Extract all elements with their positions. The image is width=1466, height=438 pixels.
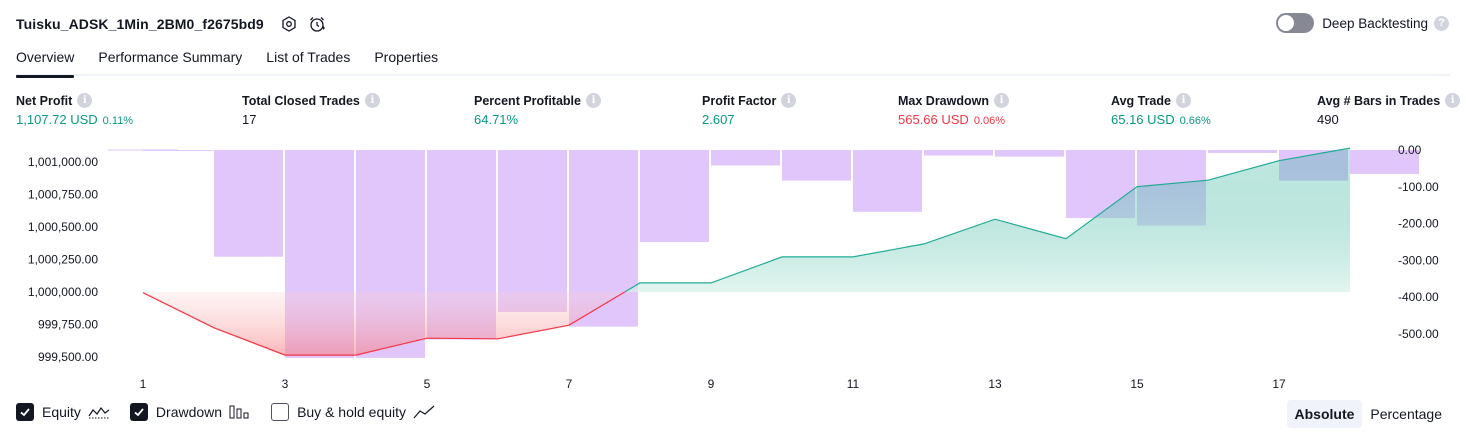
buy-hold-checkbox[interactable] (271, 403, 290, 421)
x-tick-label: 9 (708, 377, 715, 391)
y-left-tick-label: 1,000,250.00 (28, 253, 98, 267)
report-tabs: Overview Performance Summary List of Tra… (16, 44, 1450, 78)
tab-list-of-trades[interactable]: List of Trades (266, 49, 351, 65)
metric-profit-factor: Profit Factor i 2.607 (702, 93, 797, 127)
y-left-tick-label: 999,750.00 (38, 318, 98, 332)
percentage-button[interactable]: Percentage (1370, 406, 1442, 422)
y-right-tick-label: -400.00 (1398, 290, 1439, 304)
legend-drawdown[interactable]: Drawdown (129, 403, 251, 421)
drawdown-bar (1208, 150, 1277, 153)
y-left-tick-label: 1,000,500.00 (28, 220, 98, 234)
y-left-tick-label: 1,000,000.00 (28, 285, 98, 299)
metric-label: Profit Factor (702, 93, 777, 108)
drawdown-bar (498, 150, 567, 312)
value-mode-switch: Absolute Percentage (1286, 400, 1451, 428)
deep-backtesting: Deep Backtesting ? (1276, 13, 1449, 33)
metric-label: Net Profit (16, 93, 73, 108)
equity-line-negative (142, 291, 626, 356)
y-left-tick-label: 1,000,750.00 (28, 188, 98, 202)
deep-backtesting-label: Deep Backtesting (1322, 15, 1428, 31)
metric-net-profit: Net Profit i 1,107.72 USD 0.11% (16, 93, 133, 127)
info-icon[interactable]: i (1175, 93, 1191, 108)
info-icon[interactable]: i (77, 93, 93, 108)
alarm-clock-icon[interactable] (308, 15, 326, 33)
y-left-tick-label: 1,001,000.00 (28, 155, 98, 169)
drawdown-bar (995, 150, 1064, 157)
metric-percent: 0.11% (102, 115, 134, 127)
absolute-button[interactable]: Absolute (1286, 400, 1363, 428)
metric-total-closed-trades: Total Closed Trades i 17 (242, 93, 380, 127)
metric-value: 65.16 USD (1111, 112, 1175, 127)
x-tick-label: 1 (140, 377, 147, 391)
deep-backtesting-toggle[interactable] (1276, 13, 1315, 33)
equity-drawdown-chart: 1,001,000.00 1,000,750.00 1,000,500.00 1,00… (28, 143, 1439, 391)
y-right-tick-label: -300.00 (1398, 253, 1439, 267)
buy-hold-line-icon (413, 405, 435, 419)
chart-legend: Equity Drawdown Buy & hold equity (16, 403, 455, 421)
legend-label: Equity (42, 404, 81, 420)
equity-line-positive (624, 147, 1351, 293)
x-tick-label: 11 (847, 377, 860, 391)
metric-label: Total Closed Trades (242, 93, 360, 108)
x-tick-label: 13 (988, 377, 1002, 391)
y-right-tick-label: -500.00 (1398, 327, 1439, 341)
metric-percent: 0.06% (973, 115, 1006, 127)
metric-value: 2.607 (702, 112, 735, 127)
metric-avg-bars: Avg # Bars in Trades i 490 (1317, 93, 1461, 127)
y-left-tick-label: 999,500.00 (38, 350, 98, 364)
legend-label: Buy & hold equity (297, 404, 407, 420)
equity-negative-area (143, 292, 625, 356)
legend-buy-hold[interactable]: Buy & hold equity (271, 403, 435, 421)
drawdown-bar (1350, 150, 1419, 174)
y-right-tick-label: -200.00 (1398, 217, 1439, 231)
drawdown-bar (640, 150, 709, 242)
metric-max-drawdown: Max Drawdown i 565.66 USD 0.06% (898, 93, 1009, 127)
tab-performance-summary[interactable]: Performance Summary (98, 49, 243, 65)
x-tick-label: 7 (566, 377, 573, 391)
drawdown-bar (853, 150, 922, 212)
metric-value: 17 (242, 112, 257, 127)
strategy-header: Tuisku_ADSK_1Min_2BM0_f2675bd9 (16, 12, 326, 36)
equity-line-icon (88, 405, 110, 419)
info-icon[interactable]: i (1445, 93, 1461, 108)
help-question-icon[interactable]: ? (1434, 15, 1449, 31)
tab-properties[interactable]: Properties (374, 49, 439, 65)
drawdown-bar (782, 150, 851, 181)
equity-positive-area (624, 148, 1350, 292)
metric-value: 1,107.72 USD (16, 112, 98, 127)
info-icon[interactable]: i (585, 93, 601, 108)
metric-percent-profitable: Percent Profitable i 64.71% (474, 93, 601, 127)
y-right-tick-label: -100.00 (1398, 180, 1439, 194)
drawdown-checkbox[interactable] (129, 403, 148, 421)
metric-avg-trade: Avg Trade i 65.16 USD 0.66% (1111, 93, 1211, 127)
drawdown-bar (214, 150, 283, 257)
settings-gear-icon[interactable] (280, 15, 298, 33)
metric-value: 64.71% (474, 112, 519, 127)
drawdown-bar (711, 150, 780, 166)
equity-checkbox[interactable] (16, 403, 34, 421)
x-tick-label: 3 (282, 377, 289, 391)
metric-label: Avg # Bars in Trades (1317, 93, 1441, 108)
legend-equity[interactable]: Equity (16, 403, 110, 421)
metric-percent: 0.66% (1179, 115, 1211, 127)
drawdown-bar (924, 150, 993, 156)
strategy-title: Tuisku_ADSK_1Min_2BM0_f2675bd9 (16, 16, 264, 32)
x-tick-label: 15 (1130, 377, 1144, 391)
x-tick-label: 5 (424, 377, 431, 391)
metric-value: 490 (1317, 112, 1339, 127)
info-icon[interactable]: i (994, 93, 1009, 108)
tab-overview[interactable]: Overview (16, 44, 75, 78)
metric-label: Percent Profitable (474, 93, 581, 108)
legend-label: Drawdown (155, 404, 223, 420)
x-tick-label: 17 (1272, 377, 1286, 391)
info-icon[interactable]: i (364, 93, 380, 108)
metric-label: Avg Trade (1111, 93, 1171, 108)
drawdown-bars-icon (229, 405, 251, 419)
y-right-tick-label: 0.00 (1398, 143, 1422, 157)
info-icon[interactable]: i (781, 93, 797, 108)
toggle-knob (1278, 15, 1295, 31)
metric-label: Max Drawdown (898, 93, 989, 108)
metric-value: 565.66 USD (898, 112, 969, 127)
